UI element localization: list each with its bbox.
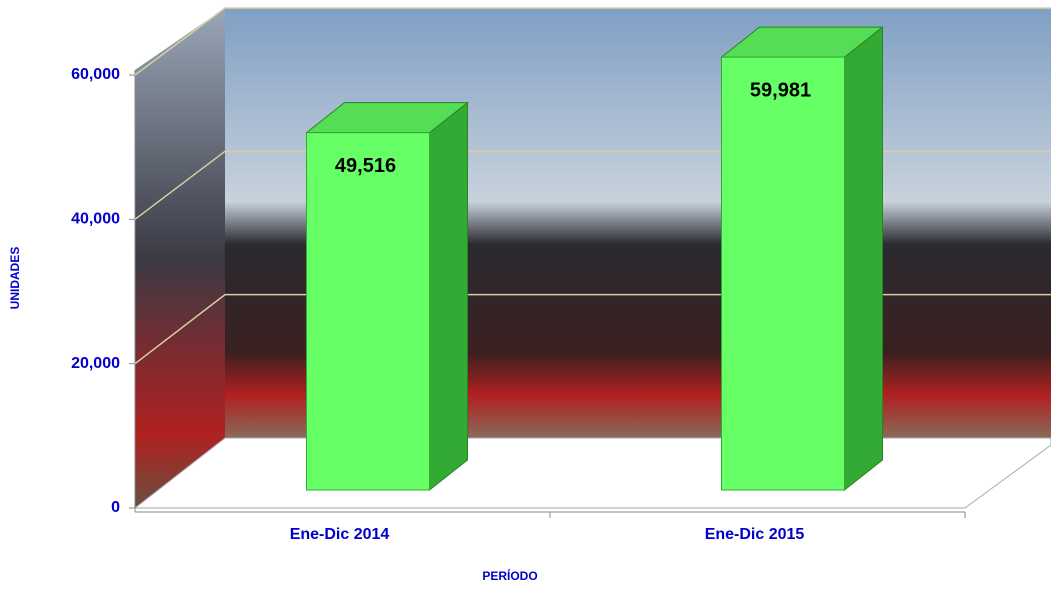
grid-line [134, 7, 1051, 76]
x-tick-label: Ene-Dic 2014 [290, 526, 390, 543]
bar [306, 132, 430, 491]
value-label: 59,981 [750, 79, 811, 101]
x-tick-label: Ene-Dic 2015 [705, 526, 805, 543]
y-tick-label: 0 [111, 499, 120, 516]
y-tick-label: 60,000 [71, 66, 120, 83]
y-axis-title: UNIDADES [8, 247, 22, 310]
bar-side [429, 101, 468, 492]
y-tick-label: 40,000 [71, 211, 120, 228]
y-tick-label: 20,000 [71, 355, 120, 372]
value-label: 49,516 [335, 155, 396, 177]
side-wall [135, 8, 225, 508]
bar [721, 56, 845, 491]
floor [133, 437, 1051, 509]
x-axis-title: PERÍODO [482, 568, 537, 583]
bar-side [844, 26, 883, 492]
